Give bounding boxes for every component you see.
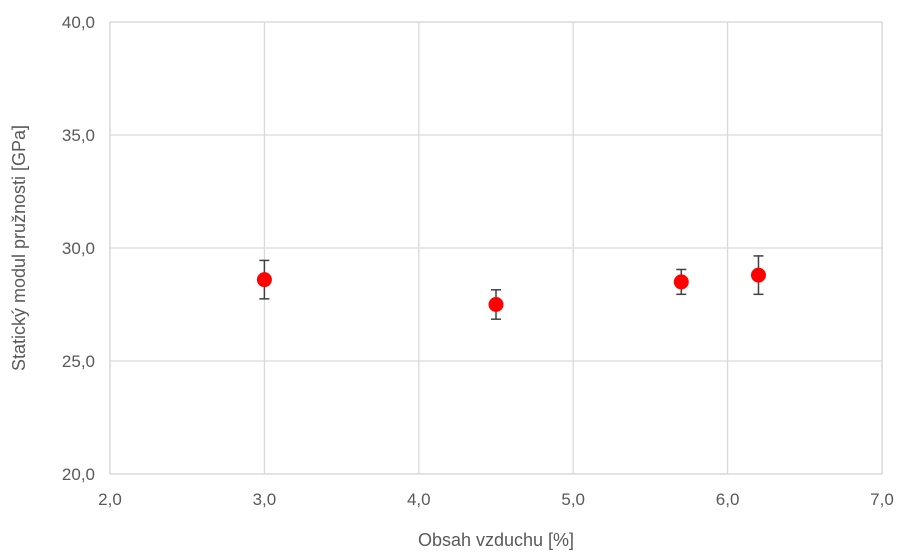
- data-marker: [750, 267, 766, 283]
- data-point: [750, 255, 766, 296]
- x-tick-label: 5,0: [561, 490, 585, 509]
- y-axis-tick-labels: 20,0 25,0 30,0 35,0 40,0: [62, 13, 95, 484]
- x-axis-title: Obsah vzduchu [%]: [418, 530, 574, 550]
- y-tick-label: 40,0: [62, 13, 95, 32]
- x-tick-label: 2,0: [98, 490, 122, 509]
- x-tick-label: 3,0: [253, 490, 277, 509]
- y-tick-label: 30,0: [62, 239, 95, 258]
- x-tick-label: 4,0: [407, 490, 431, 509]
- data-point: [256, 259, 272, 300]
- data-marker: [488, 297, 504, 312]
- grid: [109, 21, 883, 475]
- data-point: [488, 289, 504, 320]
- x-tick-label: 6,0: [716, 490, 740, 509]
- data-points: [256, 255, 766, 320]
- y-axis-title: Statický modul pružnosti [GPa]: [9, 125, 29, 371]
- y-tick-label: 25,0: [62, 352, 95, 371]
- data-point: [673, 268, 689, 296]
- data-marker: [256, 272, 272, 288]
- data-marker: [673, 274, 689, 290]
- y-tick-label: 35,0: [62, 126, 95, 145]
- y-tick-label: 20,0: [62, 465, 95, 484]
- plot-area-border: [109, 21, 883, 475]
- x-axis-tick-labels: 2,0 3,0 4,0 5,0 6,0 7,0: [98, 490, 894, 509]
- x-tick-label: 7,0: [870, 490, 894, 509]
